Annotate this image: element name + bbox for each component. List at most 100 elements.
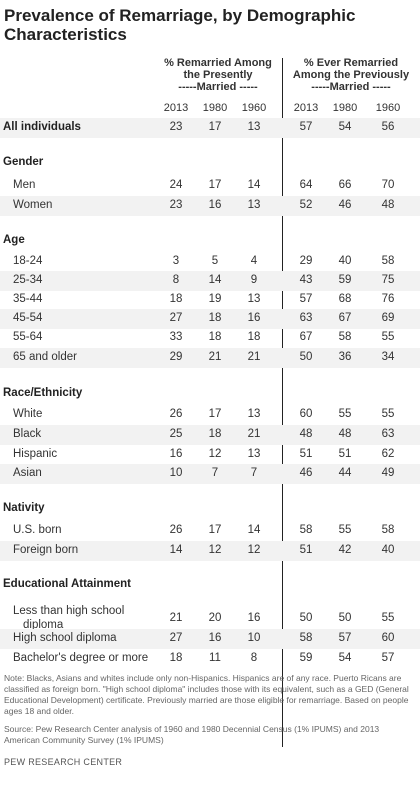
value-cell: 63 (381, 428, 395, 440)
column-divider (282, 58, 283, 747)
value-cell: 57 (299, 293, 313, 305)
ever-header-line3: -----Married ----- (311, 81, 391, 93)
value-cell: 26 (169, 408, 183, 420)
value-cell: 17 (208, 524, 222, 536)
value-cell: 50 (299, 612, 313, 624)
value-cell: 7 (211, 467, 219, 479)
value-cell: 48 (338, 428, 352, 440)
value-cell: 18 (208, 331, 222, 343)
value-cell: 8 (250, 652, 258, 664)
value-cell: 21 (208, 351, 222, 363)
value-cell: 17 (208, 121, 222, 133)
year-header: 1980 (202, 102, 228, 114)
value-cell: 16 (208, 199, 222, 211)
value-cell: 25 (169, 428, 183, 440)
value-cell: 29 (169, 351, 183, 363)
value-cell: 18 (169, 652, 183, 664)
value-cell: 67 (338, 312, 352, 324)
table-row: 65 and older 29 21 21 50 36 34 (0, 348, 420, 368)
table-row: Less than high school diploma 21 20 16 50 50 55 (0, 605, 420, 631)
value-cell: 16 (169, 448, 183, 460)
row-label: Asian (13, 467, 42, 479)
value-cell: 8 (172, 274, 180, 286)
row-label: All individuals (3, 121, 81, 133)
table-title: Prevalence of Remarriage, by Demographic… (4, 6, 356, 44)
value-cell: 40 (381, 544, 395, 556)
ever-header-line1: % Ever Remarried (303, 57, 399, 69)
value-cell: 21 (247, 351, 261, 363)
value-cell: 58 (381, 524, 395, 536)
section-heading: Nativity (3, 502, 45, 514)
row-label: High school diploma (13, 632, 117, 644)
value-cell: 16 (247, 612, 261, 624)
value-cell: 17 (208, 408, 222, 420)
value-cell: 57 (338, 632, 352, 644)
row-label: 65 and older (13, 351, 77, 363)
value-cell: 55 (338, 524, 352, 536)
table-source: Source: Pew Research Center analysis of … (4, 724, 380, 745)
year-header: 1960 (375, 102, 401, 114)
value-cell: 50 (338, 612, 352, 624)
value-cell: 18 (208, 312, 222, 324)
value-cell: 59 (299, 652, 313, 664)
row-label: 25-34 (13, 274, 43, 286)
table-row: Hispanic 16 12 13 51 51 62 (0, 445, 420, 465)
table-row: 55-64 33 18 18 67 58 55 (0, 328, 420, 348)
value-cell: 69 (381, 312, 395, 324)
table-row: Bachelor's degree or more 18 11 8 59 54 57 (0, 649, 420, 669)
table-row: 45-54 27 18 16 63 67 69 (0, 309, 420, 329)
value-cell: 51 (338, 448, 352, 460)
value-cell: 13 (247, 448, 261, 460)
value-cell: 21 (247, 428, 261, 440)
value-cell: 58 (381, 255, 395, 267)
value-cell: 48 (381, 199, 395, 211)
value-cell: 12 (208, 544, 222, 556)
value-cell: 5 (211, 255, 219, 267)
value-cell: 60 (381, 632, 395, 644)
value-cell: 58 (299, 632, 313, 644)
value-cell: 62 (381, 448, 395, 460)
row-label-line: diploma (23, 619, 64, 631)
table-row: Women 23 16 13 52 46 48 (0, 196, 420, 216)
value-cell: 54 (338, 652, 352, 664)
row-label: Bachelor's degree or more (13, 652, 149, 664)
value-cell: 34 (381, 351, 395, 363)
value-cell: 14 (247, 524, 261, 536)
table-row: High school diploma 27 16 10 58 57 60 (0, 629, 420, 649)
row-label: Women (13, 199, 53, 211)
value-cell: 56 (381, 121, 395, 133)
value-cell: 27 (169, 312, 183, 324)
value-cell: 55 (381, 331, 395, 343)
table-row: Men 24 17 14 64 66 70 (0, 176, 420, 196)
value-cell: 55 (338, 408, 352, 420)
value-cell: 13 (247, 199, 261, 211)
value-cell: 44 (338, 467, 352, 479)
table-row: White 26 17 13 60 55 55 (0, 405, 420, 425)
row-label: 45-54 (13, 312, 43, 324)
year-header: 1960 (241, 102, 267, 114)
row-label: Black (13, 428, 42, 440)
value-cell: 4 (250, 255, 258, 267)
value-cell: 36 (338, 351, 352, 363)
value-cell: 59 (338, 274, 352, 286)
value-cell: 42 (338, 544, 352, 556)
row-label: 55-64 (13, 331, 43, 343)
value-cell: 16 (208, 632, 222, 644)
value-cell: 75 (381, 274, 395, 286)
value-cell: 57 (381, 652, 395, 664)
table-row: 18-24 3 5 4 29 40 58 (0, 252, 420, 272)
value-cell: 46 (338, 199, 352, 211)
row-label: Less than high school diploma (13, 604, 124, 632)
pew-branding: PEW RESEARCH CENTER (4, 757, 123, 767)
value-cell: 51 (299, 544, 313, 556)
value-cell: 14 (247, 179, 261, 191)
value-cell: 58 (299, 524, 313, 536)
value-cell: 21 (169, 612, 183, 624)
value-cell: 67 (299, 331, 313, 343)
table-row: U.S. born 26 17 14 58 55 58 (0, 521, 420, 541)
row-label: Hispanic (13, 448, 58, 460)
row-label: U.S. born (13, 524, 62, 536)
value-cell: 43 (299, 274, 313, 286)
ever-header-line2: Among the Previously (292, 69, 410, 81)
value-cell: 3 (172, 255, 180, 267)
